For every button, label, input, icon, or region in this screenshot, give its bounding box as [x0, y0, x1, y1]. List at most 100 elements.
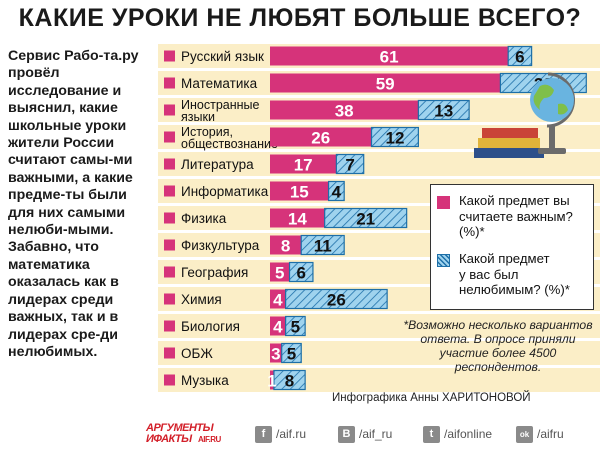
social-link-ok[interactable]: ok /aifru: [516, 425, 564, 443]
category-label: Физкультура: [181, 238, 260, 253]
legend-label-important: Какой предмет вы считаете важным? (%)*: [459, 193, 573, 239]
bar-disliked: [281, 342, 302, 364]
social-link-text: /aifru: [537, 427, 564, 441]
legend-item-important: Какой предмет вы считаете важным? (%)*: [437, 193, 589, 249]
category-label: Музыка: [181, 373, 229, 388]
data-label-important: 4: [273, 318, 283, 337]
category-label: История, обществознание: [181, 125, 278, 151]
legend-item-disliked: Какой предмет у вас был нелюбимым? (%)*: [437, 251, 589, 307]
bar-disliked: [335, 153, 365, 175]
data-label-important: 17: [294, 156, 313, 175]
category-label: ОБЖ: [181, 346, 213, 361]
data-label-disliked: 13: [434, 102, 453, 121]
bar-important: [270, 181, 329, 201]
row-marker: [164, 266, 175, 278]
vk-icon: В: [338, 425, 355, 443]
legend: Какой предмет вы считаете важным? (%)* К…: [430, 184, 594, 310]
legend-swatch-important: [437, 196, 450, 209]
category-label: Математика: [181, 76, 258, 91]
bar-important: [270, 100, 419, 120]
legend-label-disliked: Какой предмет у вас был нелюбимым? (%)*: [459, 251, 570, 297]
bar-important: [270, 262, 290, 282]
bar-disliked: [324, 207, 408, 229]
data-label-disliked: 11: [314, 237, 332, 256]
row-marker: [164, 239, 175, 251]
data-label-disliked: 6: [515, 48, 524, 67]
social-link-twitter[interactable]: t /aifonline: [423, 425, 492, 443]
odnoklassniki-icon: ok: [516, 425, 533, 443]
data-label-important: 15: [290, 183, 309, 202]
data-label-important: 3: [271, 345, 280, 364]
globe-books-illustration: [474, 72, 575, 158]
data-label-important: 4: [273, 291, 283, 310]
row-background: [158, 368, 600, 392]
data-label-disliked: 6: [297, 264, 306, 283]
bar-important: [270, 289, 286, 309]
social-link-text: /aif_ru: [359, 427, 393, 441]
bar-disliked: [300, 234, 345, 256]
bar-disliked: [285, 288, 388, 310]
category-label: Информатика: [181, 184, 269, 199]
social-link-text: /aifonline: [444, 427, 493, 441]
footer: [0, 418, 600, 451]
infographic-credit: Инфографика Анны ХАРИТОНОВОЙ: [332, 392, 531, 404]
bar-important: [270, 235, 302, 255]
row-marker: [164, 347, 175, 359]
aif-logo[interactable]: АРГУМЕНТЫ ИФАКТЫ AIF.RU: [146, 422, 238, 446]
social-link-vk[interactable]: В /aif_ru: [338, 425, 392, 443]
bar-important: [270, 127, 372, 147]
twitter-icon: t: [423, 425, 440, 443]
row-marker: [164, 185, 175, 197]
row-marker: [164, 320, 175, 332]
bar-disliked: [288, 261, 314, 283]
data-label-disliked: 21: [356, 210, 375, 229]
legend-swatch-disliked: [437, 254, 450, 267]
data-label-important: 1: [267, 372, 276, 391]
row-marker: [164, 77, 175, 89]
bar-disliked: [507, 45, 533, 67]
data-label-disliked: 7: [345, 156, 354, 175]
data-label-important: 61: [380, 48, 399, 67]
bar-important: [270, 154, 337, 174]
data-label-important: 8: [281, 237, 290, 256]
data-label-important: 14: [288, 210, 307, 229]
social-link-text: /aif.ru: [276, 427, 307, 441]
data-label-disliked: 12: [385, 129, 404, 148]
row-marker: [164, 293, 175, 305]
social-link-facebook[interactable]: f /aif.ru: [255, 425, 306, 443]
data-label-disliked: 5: [287, 345, 296, 364]
category-label: Иностранные языки: [181, 98, 260, 124]
chart-title: КАКИЕ УРОКИ НЕ ЛЮБЯТ БОЛЬШЕ ВСЕГО?: [18, 4, 582, 32]
bar-important: [270, 343, 282, 363]
logo-line-top: АРГУМЕНТЫ: [146, 422, 214, 434]
bar-disliked: [370, 126, 419, 148]
bar-important: [270, 316, 286, 336]
data-label-important: 5: [275, 264, 284, 283]
data-label-disliked: 4: [332, 183, 342, 202]
facebook-icon: f: [255, 425, 272, 443]
data-label-important: 26: [311, 129, 330, 148]
row-marker: [164, 131, 175, 143]
bar-important: [270, 370, 274, 390]
category-label: Физика: [181, 211, 227, 226]
data-label-disliked: 8: [285, 372, 294, 391]
bar-important: [270, 73, 501, 93]
bar-important: [270, 208, 325, 228]
bar-disliked: [285, 315, 306, 337]
row-marker: [164, 104, 175, 116]
bar-disliked: [273, 369, 306, 391]
bar-disliked: [417, 99, 470, 121]
bar-disliked: [327, 180, 345, 202]
category-label: Химия: [181, 292, 222, 307]
category-label: Литература: [181, 157, 254, 172]
lead-text: Сервис Рабо-та.ру провёл исследование и …: [8, 48, 139, 360]
row-marker: [164, 212, 175, 224]
bar-important: [270, 46, 509, 66]
category-label: География: [181, 265, 248, 280]
data-label-important: 38: [335, 102, 354, 121]
data-label-important: 59: [376, 75, 395, 94]
logo-site: AIF.RU: [198, 435, 221, 444]
row-marker: [164, 50, 175, 62]
row-marker: [164, 374, 175, 386]
data-label-disliked: 26: [327, 291, 346, 310]
